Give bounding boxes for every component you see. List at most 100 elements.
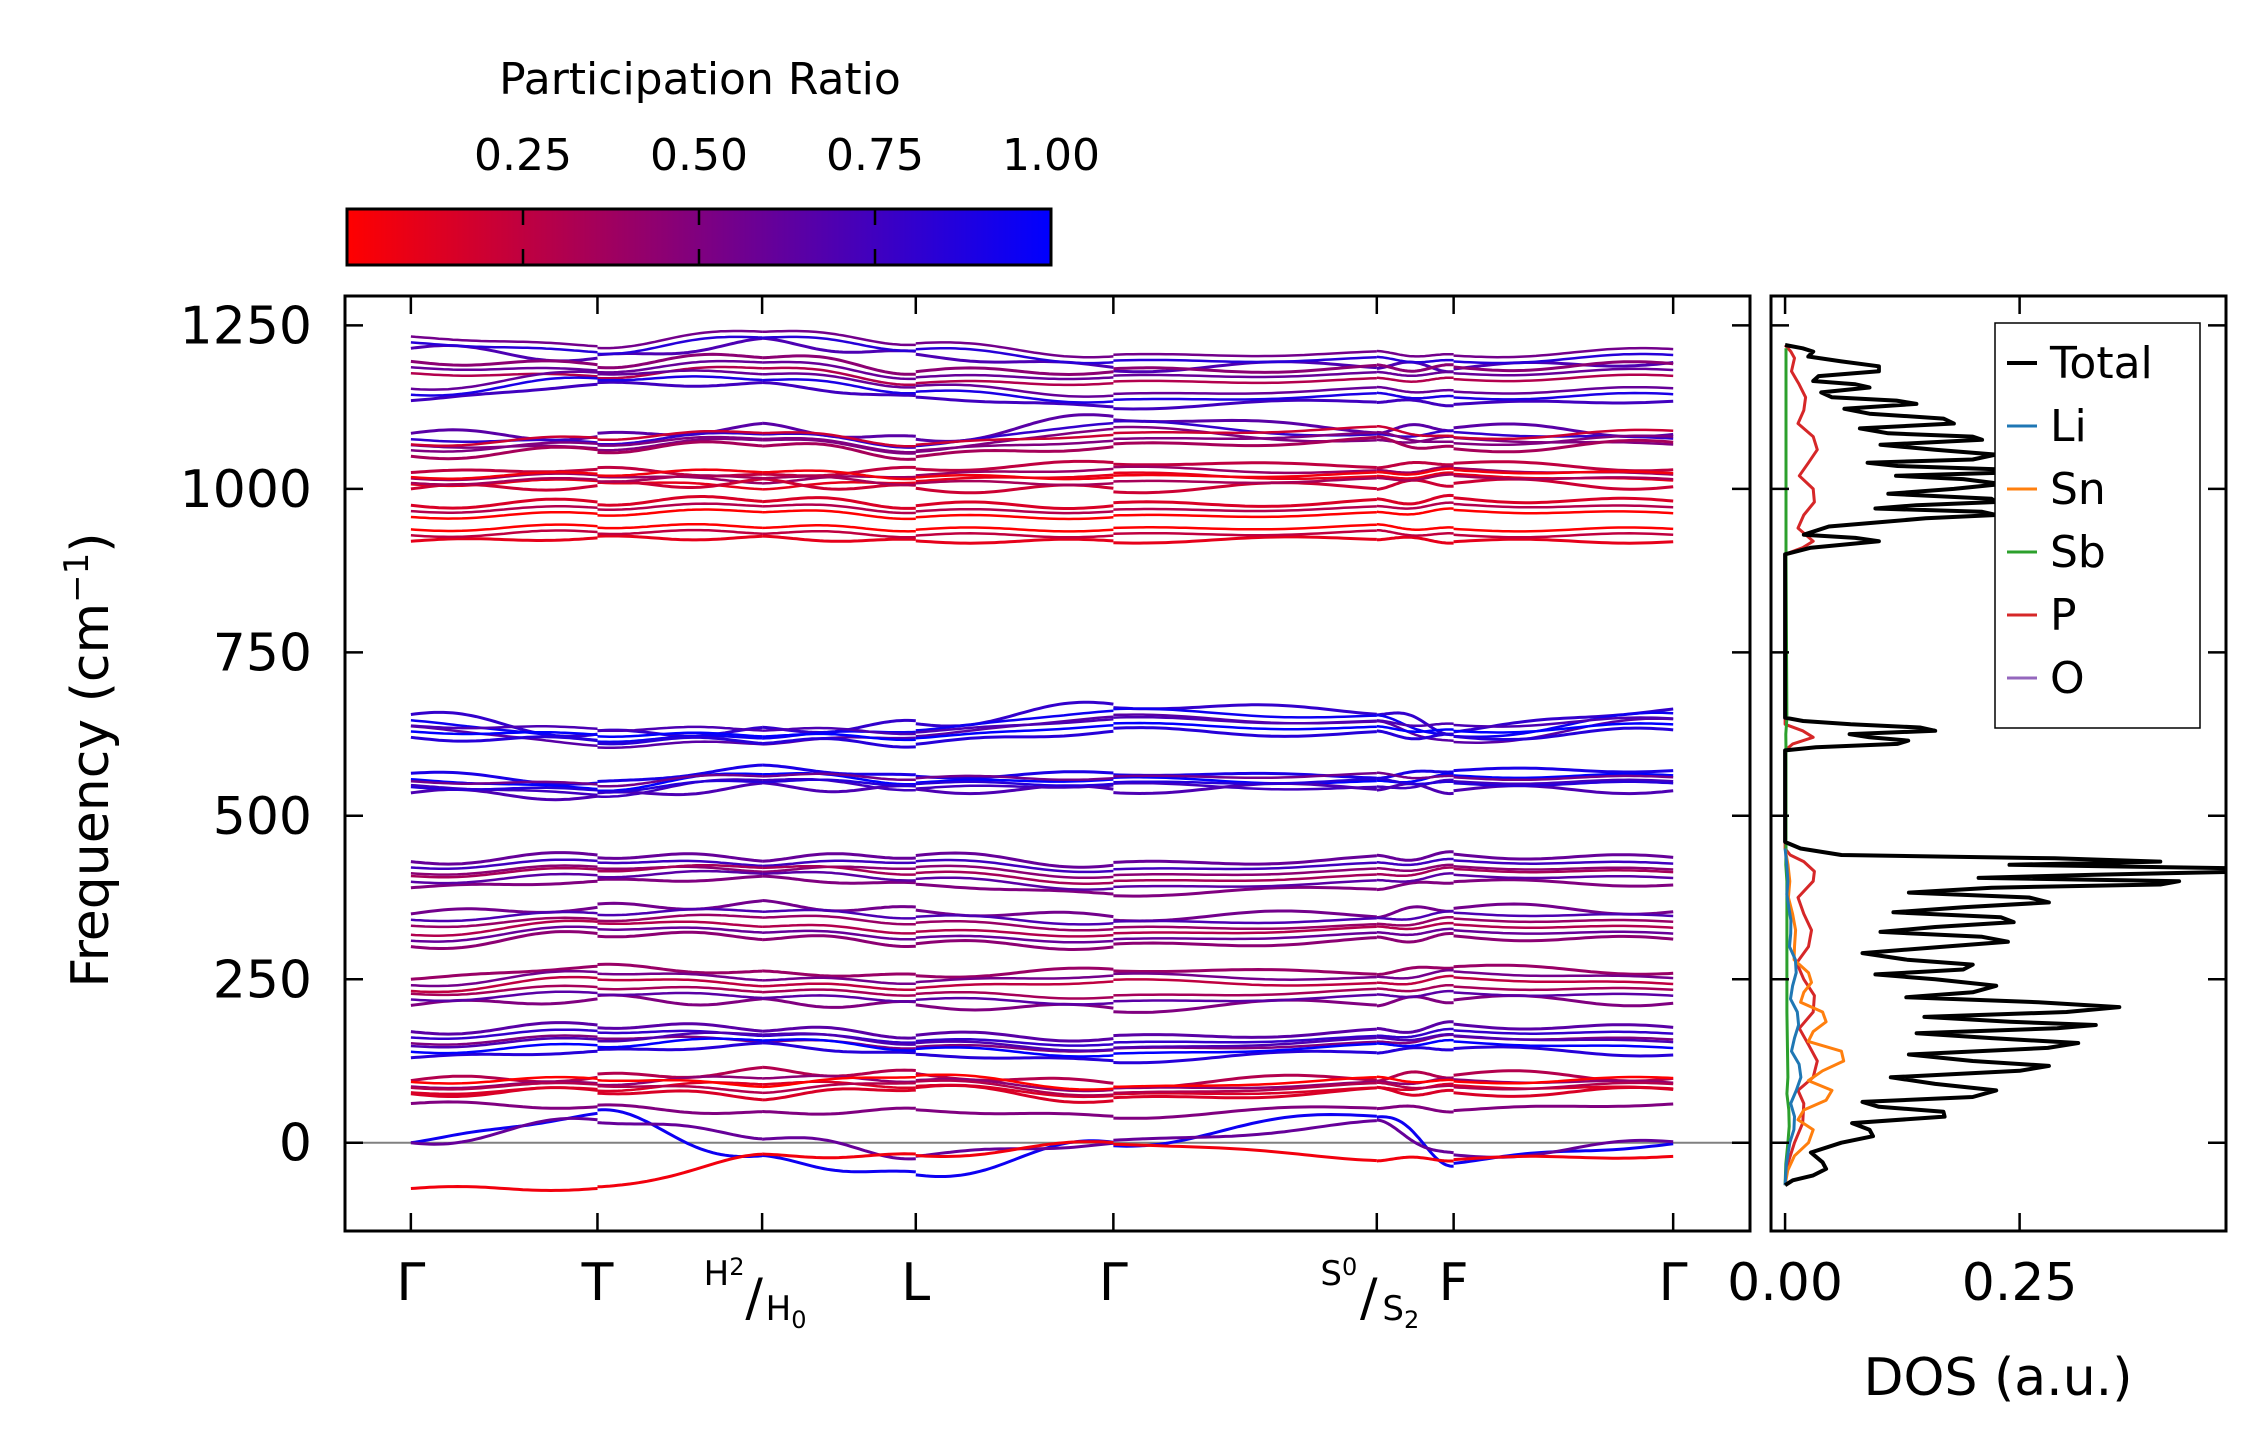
phonon-band [915, 1052, 1114, 1063]
phonon-band [1453, 360, 1674, 371]
phonon-band [762, 1152, 916, 1160]
phonon-band [1113, 777, 1377, 785]
phonon-band [1376, 1155, 1454, 1163]
phonon-band [410, 930, 598, 950]
phonon-band [1376, 872, 1454, 883]
phonon-band [762, 475, 916, 487]
kpoint-split-label: S0/S2 [1320, 1253, 1419, 1334]
phonon-band [915, 864, 1114, 880]
phonon-band [410, 730, 598, 736]
phonon-band [1376, 363, 1454, 373]
phonon-band [1376, 932, 1454, 944]
phonon-band [410, 724, 598, 748]
phonon-band [1113, 363, 1377, 374]
band-panel-frame [343, 294, 1752, 1233]
phonon-band [597, 1022, 763, 1033]
phonon-band [762, 431, 916, 448]
phonon-band [1453, 468, 1674, 475]
phonon-band [915, 479, 1114, 487]
phonon-band [410, 925, 598, 943]
phonon-band [762, 381, 916, 398]
phonon-band [1113, 781, 1377, 791]
kpoint-label: Γ [1659, 1253, 1688, 1313]
phonon-band [1453, 1022, 1674, 1031]
phonon-band [915, 851, 1114, 869]
phonon-band [1376, 370, 1454, 378]
kpoint-label-top: H2 [704, 1253, 745, 1294]
phonon-band [1453, 438, 1674, 454]
phonon-band [915, 928, 1114, 938]
phonon-band [762, 1087, 916, 1102]
phonon-band [915, 858, 1114, 874]
phonon-band [762, 994, 916, 1003]
phonon-band [762, 969, 916, 978]
y-tick-label: 1250 [180, 296, 312, 356]
phonon-band [1113, 376, 1377, 385]
phonon-band [410, 382, 598, 403]
phonon-band [1453, 474, 1674, 481]
phonon-band [915, 870, 1114, 885]
kpoint-label: Γ [396, 1253, 425, 1313]
phonon-band [1453, 1040, 1674, 1050]
phonon-band [597, 1081, 763, 1093]
phonon-band [1376, 465, 1454, 474]
phonon-band [597, 869, 763, 879]
phonon-band [597, 375, 763, 382]
phonon-band [410, 366, 598, 372]
dos-x-tick-label: 0.25 [1962, 1253, 2078, 1313]
phonon-band [915, 507, 1114, 515]
phonon-band [1453, 391, 1674, 401]
phonon-band [1376, 424, 1454, 438]
phonon-band [410, 964, 598, 981]
phonon-band [597, 778, 763, 798]
phonon-band [597, 429, 763, 441]
phonon-band [762, 777, 916, 792]
phonon-band [1113, 854, 1377, 866]
phonon-band [1113, 1036, 1377, 1049]
phonon-band [597, 863, 763, 873]
phonon-band [410, 335, 598, 348]
dos-panel-frame [1769, 294, 2228, 1233]
phonon-band [410, 1080, 598, 1090]
phonon-band [1113, 461, 1377, 469]
phonon-band [597, 508, 763, 517]
phonon-band [597, 369, 763, 376]
phonon-band [915, 966, 1114, 979]
phonon-band [597, 1103, 763, 1115]
phonon-band [1453, 352, 1674, 365]
phonon-band [1376, 473, 1454, 482]
phonon-band [410, 1184, 598, 1193]
phonon-band [1376, 435, 1454, 450]
phonon-band [1453, 346, 1674, 359]
phonon-band [1376, 880, 1454, 892]
phonon-band [915, 1040, 1114, 1052]
phonon-band [597, 474, 763, 483]
phonon-band [597, 1089, 763, 1102]
phonon-band [762, 988, 916, 997]
phonon-band [597, 1152, 763, 1189]
phonon-band [410, 984, 598, 997]
phonon-band [762, 929, 916, 941]
phonon-band [915, 373, 1114, 381]
phonon-band [597, 779, 763, 794]
phonon-band [1376, 391, 1454, 400]
kpoint-label-slash: / [1360, 1268, 1378, 1328]
phonon-band [1453, 865, 1674, 871]
phonon-band [597, 913, 763, 923]
phonon-band [1376, 376, 1454, 383]
phonon-band [915, 537, 1114, 545]
phonon-band [762, 1038, 916, 1052]
phonon-band [1113, 1080, 1377, 1090]
phonon-band [915, 500, 1114, 510]
phonon-band [410, 471, 598, 480]
phonon-band [1113, 917, 1377, 925]
phonon-band [597, 335, 763, 356]
phonon-band [597, 502, 763, 512]
phonon-band [410, 510, 598, 520]
phonon-band [1113, 873, 1377, 883]
phonon-band [1453, 717, 1674, 744]
phonon-band [1113, 1081, 1377, 1095]
phonon-band [762, 772, 916, 782]
colorbar-tick-label: 0.75 [826, 130, 924, 181]
phonon-band [1376, 965, 1454, 977]
